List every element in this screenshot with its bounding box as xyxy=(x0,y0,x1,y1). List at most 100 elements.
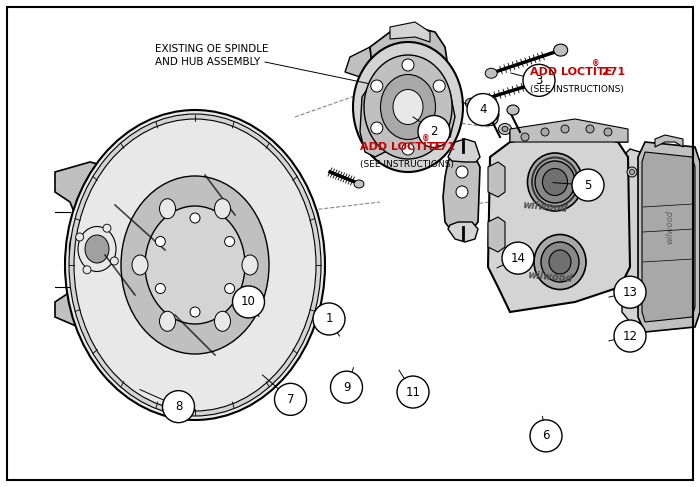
Polygon shape xyxy=(360,82,390,157)
Text: ADD LOCTITE: ADD LOCTITE xyxy=(530,67,612,77)
Polygon shape xyxy=(642,152,695,322)
Circle shape xyxy=(629,289,634,295)
Circle shape xyxy=(433,80,445,92)
Circle shape xyxy=(313,303,345,335)
Circle shape xyxy=(225,237,235,246)
Ellipse shape xyxy=(487,110,499,120)
Polygon shape xyxy=(370,27,448,87)
Ellipse shape xyxy=(498,124,512,134)
Circle shape xyxy=(627,287,637,297)
Circle shape xyxy=(232,286,265,318)
Circle shape xyxy=(561,125,569,133)
Ellipse shape xyxy=(537,175,553,188)
Ellipse shape xyxy=(65,110,325,420)
Circle shape xyxy=(330,371,363,403)
Circle shape xyxy=(530,420,562,452)
Text: 11: 11 xyxy=(405,386,421,398)
Polygon shape xyxy=(443,152,480,234)
Ellipse shape xyxy=(132,255,148,275)
Circle shape xyxy=(155,283,165,294)
Text: 14: 14 xyxy=(510,252,526,264)
Circle shape xyxy=(83,266,91,274)
Polygon shape xyxy=(488,162,505,197)
Polygon shape xyxy=(638,142,700,332)
Circle shape xyxy=(274,383,307,415)
Circle shape xyxy=(371,122,383,134)
Ellipse shape xyxy=(69,217,125,281)
Text: 3: 3 xyxy=(536,74,542,87)
Ellipse shape xyxy=(485,68,497,78)
Circle shape xyxy=(397,376,429,408)
Ellipse shape xyxy=(549,250,571,274)
Circle shape xyxy=(190,213,200,223)
Text: 2: 2 xyxy=(430,125,438,138)
Ellipse shape xyxy=(69,114,321,416)
Text: 6: 6 xyxy=(542,430,550,442)
Circle shape xyxy=(371,80,383,92)
Circle shape xyxy=(76,233,84,241)
Text: 271: 271 xyxy=(428,142,455,152)
Text: (SEE INSTRUCTIONS): (SEE INSTRUCTIONS) xyxy=(530,85,624,94)
Circle shape xyxy=(103,224,111,232)
Ellipse shape xyxy=(353,42,463,172)
Circle shape xyxy=(467,94,499,126)
Polygon shape xyxy=(622,149,640,325)
Ellipse shape xyxy=(534,235,586,289)
Polygon shape xyxy=(55,162,140,332)
Ellipse shape xyxy=(393,90,423,125)
Circle shape xyxy=(456,166,468,178)
Polygon shape xyxy=(390,22,430,42)
Ellipse shape xyxy=(78,226,116,271)
Polygon shape xyxy=(425,82,455,142)
Ellipse shape xyxy=(214,199,230,219)
Text: wilwood: wilwood xyxy=(527,270,573,284)
Circle shape xyxy=(604,128,612,136)
Text: 9: 9 xyxy=(343,381,350,393)
Circle shape xyxy=(402,143,414,155)
Text: ADD LOCTITE: ADD LOCTITE xyxy=(360,142,442,152)
Circle shape xyxy=(572,169,604,201)
Text: 1: 1 xyxy=(326,313,332,325)
Circle shape xyxy=(523,64,555,96)
Circle shape xyxy=(614,276,646,308)
Ellipse shape xyxy=(74,119,316,411)
Polygon shape xyxy=(488,132,630,312)
Text: 10: 10 xyxy=(241,296,256,308)
Ellipse shape xyxy=(541,242,579,282)
Ellipse shape xyxy=(542,179,549,185)
Circle shape xyxy=(402,59,414,71)
Text: ®: ® xyxy=(592,60,599,69)
Ellipse shape xyxy=(528,153,582,211)
Ellipse shape xyxy=(160,311,176,331)
Ellipse shape xyxy=(466,98,477,108)
Ellipse shape xyxy=(507,105,519,115)
Ellipse shape xyxy=(542,169,568,195)
Polygon shape xyxy=(510,122,628,142)
Ellipse shape xyxy=(381,75,435,139)
Polygon shape xyxy=(448,222,478,242)
Polygon shape xyxy=(510,119,628,142)
Circle shape xyxy=(225,283,235,294)
Polygon shape xyxy=(345,47,372,77)
Circle shape xyxy=(418,115,450,148)
Ellipse shape xyxy=(490,112,496,117)
Polygon shape xyxy=(488,217,505,252)
Circle shape xyxy=(627,167,637,177)
Text: 5: 5 xyxy=(584,179,592,191)
Circle shape xyxy=(456,186,468,198)
Text: ®: ® xyxy=(422,135,430,144)
Circle shape xyxy=(111,257,118,265)
Circle shape xyxy=(541,128,549,136)
Circle shape xyxy=(502,242,534,274)
Ellipse shape xyxy=(242,255,258,275)
Text: 12: 12 xyxy=(622,330,638,342)
Text: EXISTING OE SPINDLE
AND HUB ASSEMBLY: EXISTING OE SPINDLE AND HUB ASSEMBLY xyxy=(155,44,269,67)
Text: 7: 7 xyxy=(287,393,294,406)
Text: wilwood: wilwood xyxy=(522,200,568,214)
Text: 13: 13 xyxy=(622,286,638,299)
Circle shape xyxy=(190,307,200,317)
Ellipse shape xyxy=(160,199,176,219)
Text: 8: 8 xyxy=(175,400,182,413)
Circle shape xyxy=(433,122,445,134)
Ellipse shape xyxy=(535,161,575,203)
